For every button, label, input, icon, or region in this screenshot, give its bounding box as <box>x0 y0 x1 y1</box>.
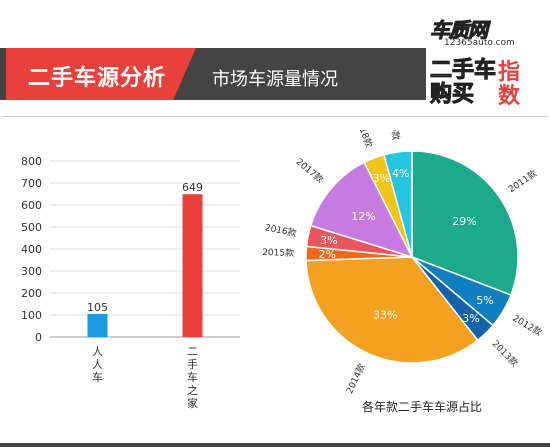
y-tick-label: 200 <box>21 287 42 300</box>
y-tick-label: 300 <box>21 265 42 278</box>
pie-chart-title: 各年款二手车车源占比 <box>362 400 483 414</box>
page-subtitle: 市场车源量情况 <box>212 69 338 90</box>
pie-slice <box>309 161 414 259</box>
pie-percent-label: 5% <box>476 294 493 307</box>
y-tick-label: 800 <box>21 155 42 168</box>
pie-percent-label: 3% <box>320 234 337 247</box>
logo-line2: 购买 <box>429 82 475 108</box>
logo-line1: 二手车 <box>429 58 497 84</box>
pie-percent-label: 29% <box>452 215 476 228</box>
bottom-border <box>0 443 550 447</box>
pie-slice-label: 2014款 <box>343 362 367 396</box>
pie-slice-label: 2011款 <box>506 167 539 195</box>
y-tick-label: 700 <box>21 177 42 190</box>
pie-chart: 29% 2011款 5% 2012款 3% 2013款 33% 2014款 2% 2015款 3% 2… <box>262 130 544 396</box>
y-tick-label: 100 <box>21 309 42 322</box>
pie-percent-label: 33% <box>373 309 397 322</box>
x-tick-label: 二手车之家 <box>187 345 198 410</box>
y-tick-label: 500 <box>21 221 42 234</box>
logo-url: 12365auto.com <box>444 38 515 48</box>
pie-slice <box>383 150 413 258</box>
pie-slice <box>411 150 519 297</box>
y-tick-label: 600 <box>21 199 42 212</box>
logo-site-name: 车质网 <box>430 18 489 43</box>
title-accent <box>6 48 196 100</box>
x-tick-label: 人人车 <box>92 345 103 384</box>
pie-slice-label: 2017款 <box>294 156 326 186</box>
pie-percent-label: 12% <box>351 210 375 223</box>
pie-slice-label: 2016款 <box>264 221 298 239</box>
bar <box>182 194 203 337</box>
pie-slice-label: 2019款 <box>386 130 402 141</box>
page-title: 二手车源分析 <box>28 66 167 91</box>
logo-tag2: 数 <box>498 84 521 109</box>
logo-tag1: 指 <box>498 60 521 85</box>
pie-percent-label: 3% <box>373 172 390 185</box>
pie-slice-label: 2013款 <box>490 338 521 369</box>
y-tick-label: 400 <box>21 243 42 256</box>
pie-slice <box>305 256 479 364</box>
pie-slice-label: 2018款 <box>353 130 376 149</box>
bar <box>87 313 108 337</box>
pie-slice-label: 2015款 <box>262 246 294 259</box>
y-tick-label: 0 <box>35 331 42 344</box>
bar-value-label: 105 <box>87 301 108 314</box>
bar-value-label: 649 <box>182 181 203 194</box>
bar-chart: 0 100 200 300 400 500 600 700 800 105 人人车 649 二手车之家 <box>21 155 240 410</box>
pie-percent-label: 2% <box>319 248 336 261</box>
header: 二手车源分析 市场车源量情况 车质网 12365auto.com 二手车 购买 … <box>0 0 550 116</box>
header-divider <box>2 116 548 117</box>
pie-percent-label: 4% <box>392 167 409 180</box>
pie-slice-label: 2012款 <box>510 312 544 339</box>
pie-percent-label: 3% <box>462 312 479 325</box>
